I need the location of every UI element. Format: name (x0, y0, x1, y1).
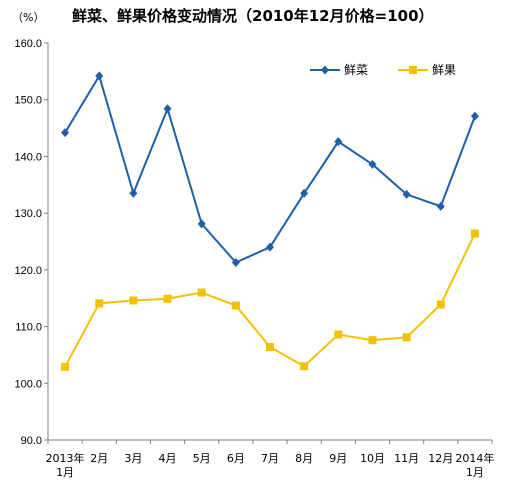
y-tick-label: 150.0 (14, 95, 42, 107)
data-point (368, 159, 377, 169)
data-point (334, 137, 343, 147)
data-point (368, 336, 377, 345)
data-point (231, 301, 240, 310)
y-tick-label: 90.0 (21, 435, 42, 447)
y-tick-labels: 90.0 100.0 110.0 120.0 130.0 140.0 150.0 160.0 (14, 38, 42, 447)
x-tick-label: 3月 (124, 452, 142, 465)
data-point (95, 71, 104, 81)
x-tick-label: 2014年 1月 (455, 451, 494, 479)
series-layer (61, 71, 479, 371)
data-point (436, 300, 445, 309)
x-tick-labels: 2013年 1月 2月 3月 4月 5月 6月 7月 8月 9月 10月 11月 12月 2014年 1月 (46, 451, 495, 479)
legend-marker (321, 65, 329, 75)
y-unit-label: （%） (12, 11, 44, 24)
legend-label: 鲜果 (432, 63, 456, 77)
x-tick-label: 9月 (329, 452, 347, 465)
y-tick-label: 100.0 (14, 378, 42, 390)
y-tick-label: 120.0 (14, 265, 42, 277)
axes (44, 42, 493, 444)
data-point (163, 294, 172, 303)
data-point (300, 188, 309, 198)
data-point (61, 128, 70, 138)
y-tick-label: 130.0 (14, 208, 42, 220)
data-point (402, 333, 411, 342)
data-point (334, 330, 343, 339)
data-point (197, 288, 206, 297)
y-tick-label: 160.0 (14, 38, 42, 50)
data-point (129, 296, 138, 305)
data-point (436, 201, 445, 211)
data-point (231, 257, 240, 267)
legend-label: 鲜菜 (344, 63, 368, 77)
data-point (61, 362, 70, 371)
data-point (300, 362, 309, 371)
x-tick-label: 10月 (360, 452, 385, 465)
x-tick-label: 7月 (261, 452, 279, 465)
data-point (470, 111, 479, 121)
series-line-1 (64, 73, 476, 264)
chart-title: 鲜菜、鲜果价格变动情况（2010年12月价格=100） (72, 7, 434, 25)
legend-marker (409, 66, 417, 74)
data-point (197, 219, 206, 229)
legend: 鲜菜 鲜果 (310, 63, 456, 77)
x-tick-label: 12月 (428, 452, 453, 465)
data-point (95, 299, 104, 308)
x-tick-label: 2月 (90, 452, 108, 465)
data-point (266, 242, 274, 252)
x-tick-label: 6月 (227, 452, 245, 465)
x-tick-label: 2013年 1月 (46, 451, 85, 479)
x-tick-label: 5月 (193, 452, 211, 465)
x-tick-label: 11月 (394, 452, 419, 465)
data-point (470, 229, 479, 238)
data-point (266, 342, 274, 351)
x-tick-label: 8月 (295, 452, 313, 465)
data-point (163, 104, 172, 114)
y-tick-label: 110.0 (15, 322, 42, 334)
data-point (402, 189, 411, 199)
data-point (129, 188, 138, 198)
y-tick-label: 140.0 (14, 151, 42, 163)
x-tick-label: 4月 (159, 452, 177, 465)
